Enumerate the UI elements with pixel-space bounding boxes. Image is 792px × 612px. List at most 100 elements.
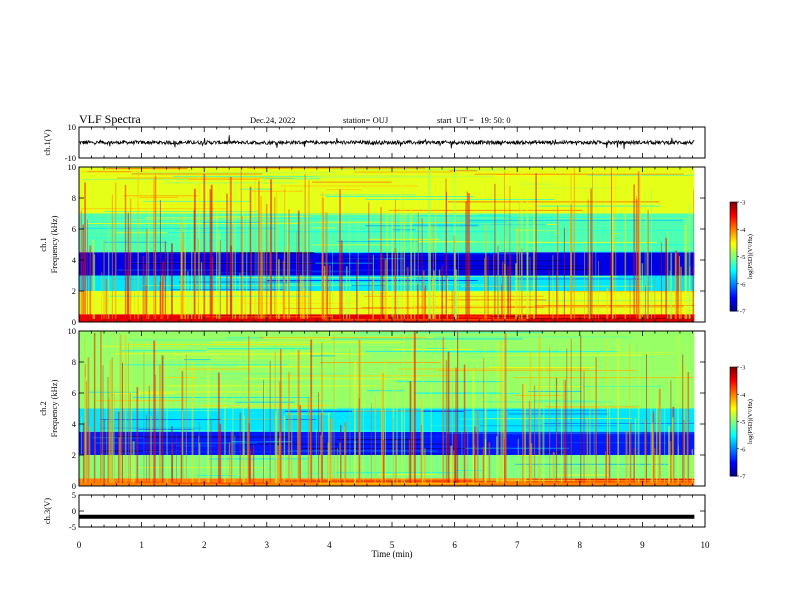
ch2-spec-streak <box>506 456 564 458</box>
ch2-spec-sferic <box>411 339 413 483</box>
ch1-spec-sferic <box>645 285 646 319</box>
ch2-spec-streak <box>333 352 361 354</box>
ch1-spec-sferic <box>548 269 550 319</box>
ch1-spec-streak <box>123 195 198 197</box>
ch1-spec-streak <box>446 299 547 301</box>
ch1-spec-sferic <box>421 217 423 319</box>
plot-start-time: start UT = 19: 50: 0 <box>437 115 511 125</box>
ch1-spec-sferic <box>216 208 218 319</box>
ch1-spec-sferic <box>356 259 358 319</box>
ch2-spec-streak <box>426 348 449 350</box>
ch2-colorbar: -3 -4 -5 -6 -7 log(PSD)(V²/Hz) <box>729 365 754 481</box>
ch2-spec-streak <box>119 364 287 366</box>
ch1-spec-sferic <box>345 266 348 319</box>
time-tick-label: 0 <box>77 540 82 550</box>
ch2-spec-sferic <box>129 392 131 483</box>
ch1-spec-sferic <box>400 172 402 319</box>
ch1-cbar-swatch <box>730 245 737 248</box>
ch2-spec-streak <box>172 482 269 484</box>
ch1-cbar-swatch <box>730 249 737 252</box>
ch2-spec-streak <box>468 356 659 358</box>
ch2-spec-sferic <box>408 439 410 483</box>
ch2-spec-sferic <box>549 347 551 483</box>
ch2-spec-sferic <box>484 345 486 483</box>
ch2-spec-streak <box>101 345 187 347</box>
ch2-cbar-swatch <box>730 446 737 450</box>
ch1-spec-sferic <box>639 167 641 319</box>
ch1-spec-streak <box>289 282 421 284</box>
ch1-cbar-tick-label: -7 <box>740 309 746 316</box>
ch1-spec-sferic <box>678 256 681 319</box>
ch2-spec-streak <box>358 441 565 443</box>
ch1-spec-sferic <box>107 209 110 319</box>
ch2-spec-streak <box>126 343 311 345</box>
ch2-cbar-swatch <box>730 443 737 446</box>
ch2-spec-sferic <box>503 341 505 483</box>
ch2-cbar-swatch <box>730 417 737 421</box>
ch2-spec-sferic <box>132 441 135 483</box>
ch2-spec-sferic <box>198 435 200 483</box>
time-tick-label: 7 <box>515 540 520 550</box>
ch1-spec-sferic <box>128 226 130 319</box>
ch1-spec-sferic <box>429 223 432 319</box>
ch1-spec-sferic <box>239 273 241 319</box>
ch1-spec-sferic <box>244 290 246 319</box>
ch1-colorbar: -3 -4 -5 -6 -7 log(PSD)(V²/Hz) <box>729 200 754 316</box>
ch1-spec-sferic <box>240 167 242 319</box>
ch2-spec-sferic <box>249 448 252 483</box>
ch2-cbar-tick-label: -5 <box>740 419 745 426</box>
ch2-spec-sferic <box>552 451 555 483</box>
ch2-spec-sferic <box>242 350 245 483</box>
ch1-cbar-swatch <box>730 281 737 285</box>
ch1-waveform-panel: 10 -10 ch.1(V) <box>42 122 706 163</box>
ch1-cbar-swatch <box>730 301 737 305</box>
ch3-wave-ytick-label: 0 <box>72 506 76 516</box>
ch1-cbar-swatch <box>730 272 737 276</box>
ch1-spec-sferic <box>304 174 306 319</box>
ch2-spec-streak <box>121 350 206 352</box>
ch1-spec-streak <box>329 254 444 256</box>
ch1-spec-sferic <box>184 248 186 319</box>
ch2-spec-sferic <box>529 350 532 483</box>
ch2-spec-sferic <box>344 422 347 483</box>
ch2-spec-streak <box>454 469 483 471</box>
ch2-spec-ytick-label: 10 <box>68 326 77 336</box>
ch1-spec-sferic <box>556 271 557 319</box>
ch2-cbar-swatch <box>730 434 737 437</box>
ch1-spec-sferic <box>688 203 691 319</box>
ch2-spec-sferic <box>629 422 632 483</box>
ch2-spec-sferic <box>677 445 679 483</box>
ch1-spec-sferic <box>265 203 268 319</box>
ch1-spec-sferic <box>242 188 244 319</box>
ch1-spec-streak <box>448 201 660 203</box>
ch2-cbar-swatch <box>730 474 737 477</box>
ch2-spec-sferic <box>112 332 114 483</box>
ch1-spec-sferic <box>598 260 600 319</box>
time-tick-label: 3 <box>265 540 270 550</box>
ch1-spec-streak <box>257 220 451 222</box>
ch2-spec-streak <box>319 362 441 364</box>
ch2-spec-streak <box>168 385 377 387</box>
ch1-spec-streak <box>132 172 337 174</box>
ch1-spec-sferic <box>492 254 494 319</box>
ch1-spec-sferic <box>510 254 512 319</box>
ch1-spec-sferic <box>194 250 196 319</box>
ch2-spec-streak <box>337 439 421 441</box>
ch1-spec-streak <box>514 278 643 280</box>
ch2-spec-sferic <box>455 367 457 483</box>
ch2-spec-streak <box>124 474 250 476</box>
ch2-spec-streak <box>556 474 609 476</box>
ch1-spec-sferic <box>629 278 631 319</box>
ch1-spec-sferic <box>339 189 341 319</box>
ch2-spec-streak <box>418 392 521 394</box>
ch2-spec-streak <box>220 418 286 420</box>
ch2-spec-streak <box>89 391 139 393</box>
ch2-cbar-swatch <box>730 452 737 455</box>
ch2-cbar-swatch <box>730 368 737 372</box>
ch1-spec-streak <box>330 217 506 219</box>
ch2-spec-sferic <box>248 335 250 483</box>
ch1-spec-sferic <box>93 254 96 319</box>
ch2-spec-streak <box>382 359 596 361</box>
ch2-spec-streak <box>437 370 638 372</box>
ch1-spec-streak <box>134 203 232 205</box>
